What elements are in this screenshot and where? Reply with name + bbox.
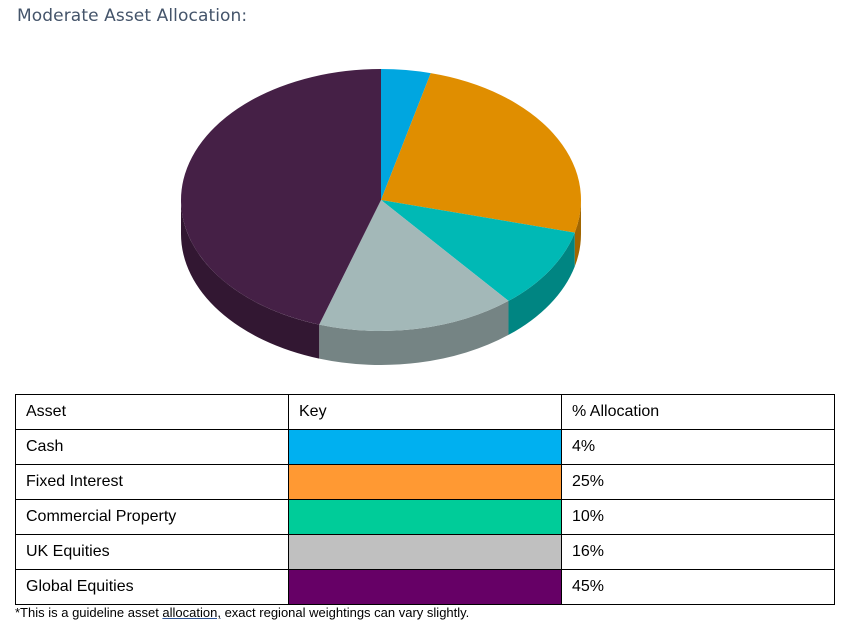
pie-side-uk-equities xyxy=(319,300,509,365)
allocation-value: 16% xyxy=(561,534,835,570)
pie-slice-uk-equities xyxy=(319,200,509,331)
pie-chart xyxy=(181,69,581,365)
asset-name: UK Equities xyxy=(15,534,289,570)
header-asset: Asset xyxy=(15,394,289,430)
allocation-value: 25% xyxy=(561,464,835,500)
pie-side-global-equities xyxy=(181,200,320,359)
pie-sides xyxy=(181,200,581,365)
color-swatch xyxy=(289,430,561,464)
allocation-value: 45% xyxy=(561,569,835,605)
footnote-text: *This is a guideline asset xyxy=(15,605,163,620)
asset-name: Commercial Property xyxy=(15,499,289,535)
table-row: UK Equities 16% xyxy=(15,534,835,570)
table-row: Commercial Property 10% xyxy=(15,499,835,535)
table-header-row: Asset Key % Allocation xyxy=(15,394,835,430)
pie-slices xyxy=(181,69,581,331)
allocation-value: 4% xyxy=(561,429,835,465)
asset-name: Fixed Interest xyxy=(15,464,289,500)
key-cell xyxy=(288,429,562,465)
pie-side-commercial-property xyxy=(508,232,575,335)
pie-slice-commercial-property xyxy=(381,200,575,301)
table-row: Global Equities 45% xyxy=(15,569,835,605)
color-swatch xyxy=(289,465,561,499)
header-key: Key xyxy=(288,394,562,430)
key-cell xyxy=(288,534,562,570)
color-swatch xyxy=(289,570,561,604)
asset-name: Cash xyxy=(15,429,289,465)
table-row: Cash 4% xyxy=(15,429,835,465)
footnote-text-end: exact regional weightings can vary sligh… xyxy=(220,605,470,620)
color-swatch xyxy=(289,535,561,569)
footnote-underlined-word: allocation, xyxy=(162,605,221,620)
key-cell xyxy=(288,569,562,605)
key-cell xyxy=(288,464,562,500)
allocation-table: Asset Key % Allocation Cash 4% Fixed Int… xyxy=(15,394,835,605)
pie-slice-fixed-interest xyxy=(381,73,581,233)
color-swatch xyxy=(289,500,561,534)
page-title: Moderate Asset Allocation: xyxy=(17,6,248,26)
footnote: *This is a guideline asset allocation, e… xyxy=(15,605,469,620)
pie-slice-cash xyxy=(381,69,431,200)
pie-slice-global-equities xyxy=(181,69,381,325)
key-cell xyxy=(288,499,562,535)
allocation-value: 10% xyxy=(561,499,835,535)
asset-name: Global Equities xyxy=(15,569,289,605)
pie-side-fixed-interest xyxy=(574,200,581,267)
table-row: Fixed Interest 25% xyxy=(15,464,835,500)
header-allocation: % Allocation xyxy=(561,394,835,430)
